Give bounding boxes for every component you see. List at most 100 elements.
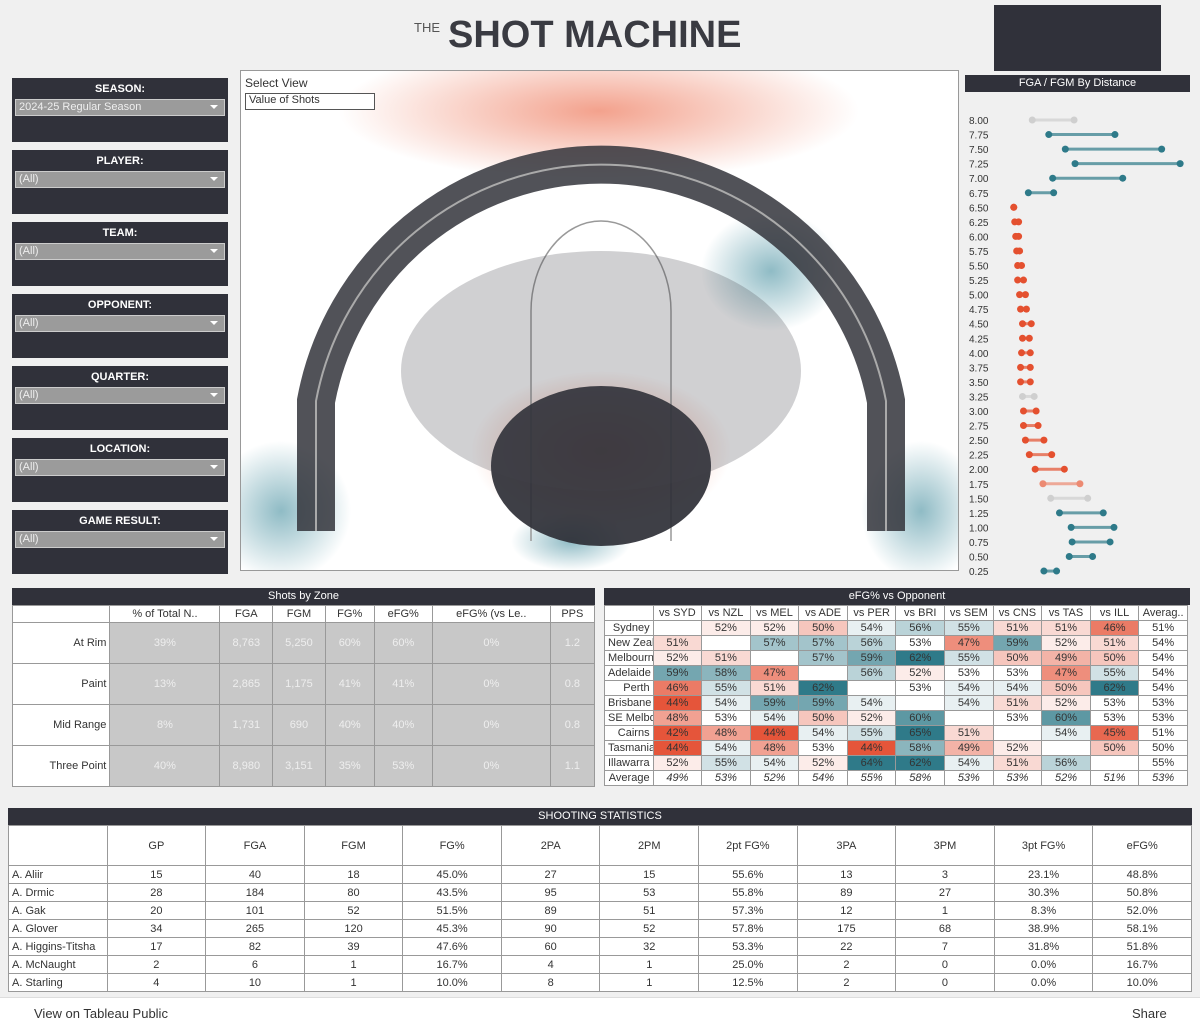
fgm-dot bbox=[1111, 131, 1119, 139]
header-row: % of Total N.. FGA FGM FG% eFG% eFG% (vs Le..… bbox=[11, 605, 596, 623]
fgm-dot bbox=[1060, 465, 1068, 473]
cell: 51% bbox=[701, 650, 751, 666]
distance-label: 0.25 bbox=[969, 567, 989, 575]
cell: 1 bbox=[895, 901, 995, 920]
filter-panel: PLAYER: (All) bbox=[12, 150, 228, 214]
cell: 52% bbox=[652, 755, 703, 771]
table-row: Mid Range 8% 1,731 690 40% 40% 0% 0.8 bbox=[11, 704, 596, 746]
cell: 51% bbox=[992, 620, 1043, 636]
cell: 0% bbox=[431, 745, 551, 787]
table-row: Tasmania 44% 54% 48% 53% 44% 58% 49% 52% 50% 50% bbox=[604, 740, 1188, 756]
cell: 12 bbox=[796, 901, 897, 920]
filter-label: OPPONENT: bbox=[87, 299, 153, 311]
cell: 3,151 bbox=[272, 745, 326, 787]
fgm-dot bbox=[1018, 262, 1026, 269]
distance-label: 3.50 bbox=[969, 378, 989, 389]
distance-label: 4.00 bbox=[969, 349, 989, 360]
row-header: Illawarra bbox=[604, 755, 654, 771]
column-header: % of Total N.. bbox=[109, 605, 221, 623]
cell: 60% bbox=[373, 622, 433, 664]
fga-dot bbox=[1014, 276, 1022, 284]
row-header: Tasmania bbox=[604, 740, 654, 756]
court bbox=[241, 71, 958, 570]
cell: 27 bbox=[500, 865, 601, 884]
share-button[interactable]: Share bbox=[1132, 1006, 1167, 1021]
table-row: Sydney 52% 52% 50% 54% 56% 55% 51% 51% 46% 51% bbox=[604, 620, 1188, 636]
cell: 51% bbox=[944, 725, 994, 741]
cell: 54% bbox=[846, 620, 897, 636]
distance-label: 6.50 bbox=[969, 203, 989, 214]
filter-select[interactable]: (All) bbox=[15, 459, 225, 476]
cell: 39 bbox=[303, 937, 404, 956]
row-header: At Rim bbox=[11, 622, 111, 664]
cell: 51% bbox=[1138, 725, 1188, 741]
fga-dot bbox=[1019, 422, 1027, 430]
cell: 10.0% bbox=[402, 973, 502, 992]
column-header: FGM bbox=[272, 605, 326, 623]
cell: 0 bbox=[895, 973, 995, 992]
column-header: vs ADE bbox=[798, 605, 848, 621]
cell: 4 bbox=[500, 955, 601, 974]
column-header: 2PM bbox=[599, 825, 700, 866]
tableau-link[interactable]: View on Tableau Public bbox=[34, 1006, 168, 1021]
fgm-dot bbox=[1053, 567, 1061, 575]
filter-select[interactable]: 2024-25 Regular Season bbox=[15, 99, 225, 116]
filter-select[interactable]: (All) bbox=[15, 171, 225, 188]
row-header: SE Melbourne bbox=[604, 710, 654, 726]
opp-title: eFG% vs Opponent bbox=[604, 588, 1190, 605]
stats-panel: SHOOTING STATISTICS GP FGA FGM FG% 2PA 2PM 2pt… bbox=[8, 808, 1192, 992]
cell: 28 bbox=[106, 883, 207, 902]
cell: 55% bbox=[846, 725, 897, 741]
cell: 51.8% bbox=[1092, 937, 1192, 956]
column-header: FGA bbox=[219, 605, 274, 623]
fgm-dot bbox=[1027, 320, 1035, 328]
cell: 40 bbox=[205, 865, 305, 884]
row-header: Paint bbox=[11, 663, 111, 705]
fgm-dot bbox=[1016, 247, 1024, 255]
cell: 51% bbox=[992, 755, 1043, 771]
view-select[interactable]: Value of Shots bbox=[245, 93, 375, 110]
cell: 8 bbox=[500, 973, 601, 992]
cell: 44% bbox=[846, 740, 897, 756]
cell: 38.9% bbox=[993, 919, 1094, 938]
header-row: vs SYD vs NZL vs MEL vs ADE vs PER vs BRI vs S… bbox=[604, 605, 1188, 621]
distance-label: 0.50 bbox=[969, 553, 989, 564]
cell: 8,763 bbox=[219, 622, 274, 664]
cell: 44% bbox=[749, 725, 800, 741]
distance-label: 2.00 bbox=[969, 465, 989, 476]
row-header: Three Point bbox=[11, 745, 111, 787]
cell: 80 bbox=[303, 883, 404, 902]
cell: 60% bbox=[324, 622, 375, 664]
fgm-dot bbox=[1030, 392, 1038, 400]
distance-label: 1.25 bbox=[969, 509, 989, 520]
filter-select[interactable]: (All) bbox=[15, 243, 225, 260]
distance-label: 5.00 bbox=[969, 291, 989, 302]
distance-label: 2.50 bbox=[969, 436, 989, 447]
cell: 1 bbox=[303, 973, 404, 992]
cell: 0% bbox=[431, 622, 551, 664]
cell: 1 bbox=[303, 955, 404, 974]
cell: 51.5% bbox=[402, 901, 502, 920]
cell: 53.3% bbox=[698, 937, 798, 956]
cell: 54% bbox=[749, 710, 800, 726]
zone-title: Shots by Zone bbox=[12, 588, 595, 605]
fga-dot bbox=[1068, 538, 1076, 546]
cell: 58% bbox=[701, 665, 751, 681]
filter-panel: SEASON: 2024-25 Regular Season bbox=[12, 78, 228, 142]
distance-label: 2.75 bbox=[969, 422, 989, 433]
column-header: GP bbox=[106, 825, 207, 866]
cell: 53% bbox=[895, 635, 946, 651]
cell: 54% bbox=[1041, 725, 1091, 741]
fgm-dot bbox=[1040, 436, 1048, 444]
cell: 17 bbox=[106, 937, 207, 956]
cell: 22 bbox=[796, 937, 897, 956]
filter-select[interactable]: (All) bbox=[15, 531, 225, 548]
cell: 27 bbox=[895, 883, 995, 902]
row-header: A. Starling bbox=[8, 973, 108, 992]
cell: 54% bbox=[701, 740, 751, 756]
filter-select[interactable]: (All) bbox=[15, 387, 225, 404]
cell: 54% bbox=[992, 680, 1043, 696]
filter-select[interactable]: (All) bbox=[15, 315, 225, 332]
cell: 55.6% bbox=[698, 865, 798, 884]
fgm-dot bbox=[1025, 334, 1033, 342]
